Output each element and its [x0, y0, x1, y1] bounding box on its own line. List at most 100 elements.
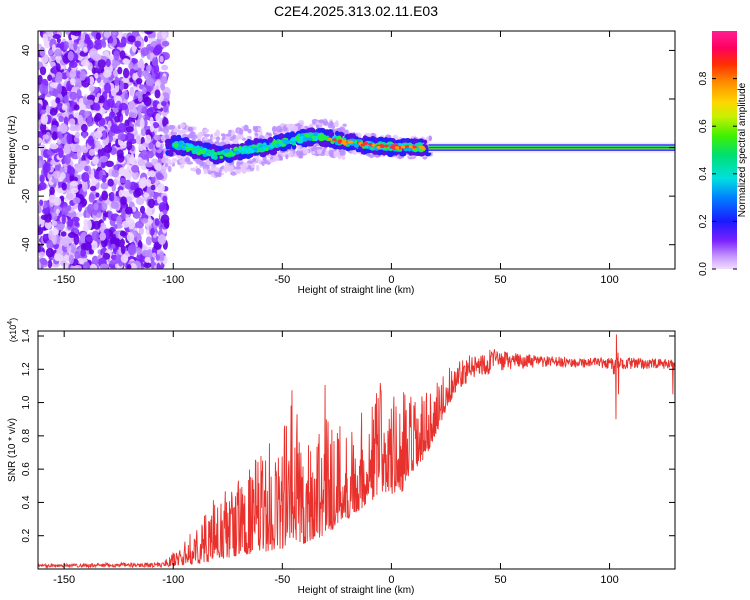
signal-halo	[210, 172, 215, 178]
snr-y-tick-label: 0.2	[21, 528, 32, 542]
noise-blob	[135, 91, 144, 97]
noise-blob	[54, 253, 63, 262]
noise-blob	[79, 70, 87, 81]
noise-blob	[137, 67, 142, 77]
noise-blob	[70, 187, 79, 194]
signal-halo	[258, 159, 262, 164]
noise-blob	[70, 180, 79, 187]
noise-blob	[85, 99, 94, 106]
noise-blob	[93, 130, 103, 139]
signal-halo	[271, 125, 277, 132]
signal-core	[294, 135, 300, 141]
noise-blob	[86, 203, 94, 215]
signal-core	[248, 149, 255, 154]
snr-x-axis: -150 -100 -50 0 50 100	[53, 331, 619, 586]
noise-blob	[89, 181, 97, 187]
spectrogram-y-tick-label: 20	[21, 93, 32, 105]
noise-blob	[55, 97, 61, 104]
noise-blob	[151, 176, 156, 184]
noise-blob	[50, 124, 58, 134]
noise-blob	[75, 70, 81, 79]
noise-blob	[41, 259, 48, 266]
noise-blob	[145, 236, 152, 246]
noise-blob	[158, 201, 167, 212]
signal-core	[241, 146, 245, 152]
noise-blob	[42, 33, 48, 43]
signal-band	[365, 136, 371, 142]
noise-blob	[55, 71, 63, 81]
noise-blob	[39, 46, 46, 57]
colorbar-gradient	[712, 31, 737, 269]
spectrogram-y-label: Frequency (Hz)	[7, 116, 18, 185]
noise-blob	[55, 63, 61, 72]
colorbar-tick-label: 0.0	[698, 262, 709, 276]
noise-blob	[159, 55, 164, 63]
signal-core	[233, 147, 238, 152]
noise-blob	[70, 176, 79, 182]
noise-blob	[121, 220, 130, 228]
snr-y-tick-label: 1.4	[21, 329, 32, 343]
spectrogram-x-tick-label: -50	[274, 274, 290, 286]
spectrogram-chart: -150 -100 -50 0 50 100 -40 -20 0 20 40 Height of …	[7, 30, 676, 296]
signal-halo	[178, 159, 186, 164]
snr-x-tick-label: 0	[388, 574, 394, 586]
signal-halo	[263, 160, 269, 164]
signal-halo	[288, 150, 294, 158]
noise-blob	[118, 102, 128, 111]
noise-blob	[137, 240, 143, 249]
noise-blob	[161, 92, 170, 103]
noise-blob	[109, 259, 118, 265]
noise-blob	[111, 169, 120, 178]
noise-blob	[89, 185, 97, 192]
noise-blob	[124, 179, 132, 190]
noise-blob	[39, 174, 45, 183]
signal-halo	[252, 158, 257, 163]
signal-peak	[400, 145, 406, 149]
noise-blob	[45, 31, 54, 36]
signal-halo	[243, 124, 249, 132]
signal-halo	[168, 124, 176, 130]
colorbar-ticks: 0.0 0.2 0.4 0.6 0.8	[698, 71, 737, 276]
noise-blob	[68, 39, 74, 50]
noise-blob	[146, 150, 154, 159]
noise-blob	[161, 40, 170, 47]
noise-blob	[161, 64, 169, 71]
noise-blob	[141, 86, 147, 95]
noise-blob	[88, 248, 94, 255]
signal-halo	[337, 155, 342, 160]
noise-blob	[99, 232, 106, 241]
noise-blob	[156, 196, 162, 204]
signal-peak	[363, 141, 369, 145]
noise-blob	[155, 162, 162, 172]
noise-blob	[52, 170, 61, 179]
noise-blob	[44, 221, 52, 230]
signal-halo	[322, 121, 329, 126]
noise-blob	[144, 31, 154, 35]
noise-blob	[61, 206, 69, 217]
signal-band	[347, 133, 355, 140]
noise-blob	[106, 98, 115, 108]
noise-blob	[135, 221, 144, 229]
noise-blob	[94, 43, 103, 50]
noise-blob	[113, 224, 118, 230]
snr-y-tick-label: 1.2	[21, 362, 32, 376]
noise-blob	[57, 83, 63, 95]
noise-blob	[105, 160, 115, 168]
signal-peak	[360, 143, 365, 147]
noise-blob	[68, 166, 75, 176]
signal-halo	[236, 133, 243, 140]
signal-peak	[391, 144, 396, 148]
signal-halo	[198, 131, 204, 136]
noise-blob	[87, 135, 94, 146]
signal-core	[172, 142, 179, 148]
signal-halo	[275, 125, 283, 133]
noise-blob	[50, 212, 58, 221]
signal-halo	[167, 165, 172, 173]
center-line-peak	[428, 146, 675, 149]
signal-peak	[421, 147, 426, 151]
noise-blob	[73, 233, 80, 245]
noise-blob	[147, 198, 155, 209]
noise-blob	[85, 236, 94, 242]
noise-blob	[65, 192, 74, 200]
